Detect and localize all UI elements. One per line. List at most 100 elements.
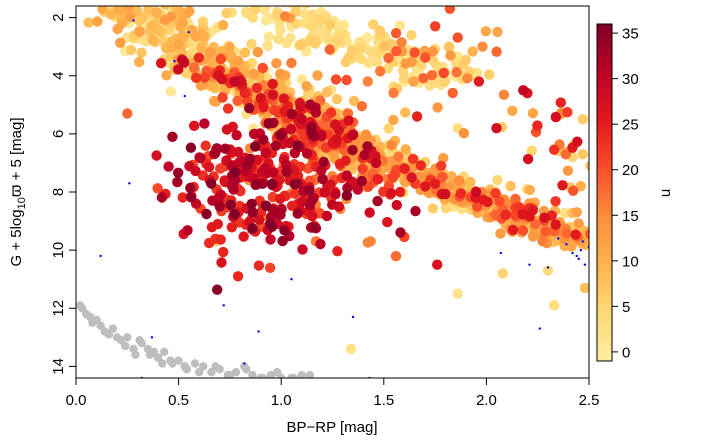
member-star-point bbox=[473, 76, 485, 87]
white-dwarf-point bbox=[112, 333, 122, 342]
member-star-point bbox=[255, 93, 266, 104]
member-star-point bbox=[432, 259, 443, 270]
member-star-point bbox=[352, 184, 363, 195]
member-star-point bbox=[296, 114, 308, 125]
white-dwarf-point bbox=[143, 344, 153, 354]
member-star-point bbox=[395, 186, 406, 198]
field-star-point bbox=[243, 362, 246, 365]
member-star-point bbox=[163, 161, 174, 172]
member-star-point bbox=[134, 56, 145, 68]
member-star-point bbox=[491, 46, 502, 57]
colorbar-ticks: 0 5 10 15 20 25 30 35 bbox=[612, 26, 639, 361]
member-star-point bbox=[260, 200, 272, 211]
member-star-point bbox=[151, 7, 162, 18]
member-star-point bbox=[295, 39, 307, 51]
white-dwarf-point bbox=[297, 370, 306, 378]
member-star-point bbox=[370, 157, 382, 169]
field-star-point bbox=[499, 251, 502, 255]
white-dwarf-sequence bbox=[76, 301, 315, 378]
member-star-point bbox=[390, 28, 402, 39]
member-star-point bbox=[271, 58, 282, 69]
member-star-point bbox=[387, 172, 398, 183]
member-star-point bbox=[390, 251, 402, 262]
member-star-point bbox=[225, 199, 236, 211]
member-star-point bbox=[296, 196, 307, 208]
x-tick-label: 2.5 bbox=[579, 392, 600, 409]
member-star-point bbox=[275, 68, 286, 79]
member-star-point bbox=[285, 123, 297, 135]
member-star-point bbox=[251, 82, 263, 94]
member-star-point bbox=[215, 163, 226, 174]
member-star-point bbox=[524, 184, 535, 196]
member-star-point bbox=[222, 103, 234, 114]
member-star-point bbox=[430, 21, 441, 32]
colorbar-tick-label: 25 bbox=[622, 117, 639, 134]
member-star-point bbox=[249, 6, 261, 15]
member-star-point bbox=[341, 190, 353, 201]
member-star-point bbox=[301, 6, 311, 9]
y-axis-title-tail: + 5 [mag] bbox=[8, 118, 25, 185]
member-star-point bbox=[277, 235, 288, 247]
member-star-point bbox=[577, 114, 588, 125]
member-star-point bbox=[332, 35, 343, 46]
member-star-point bbox=[212, 218, 223, 230]
member-star-point bbox=[400, 144, 411, 155]
member-star-point bbox=[462, 73, 473, 84]
colorbar-tick-label: 0 bbox=[622, 344, 630, 361]
member-star-point bbox=[266, 221, 278, 232]
member-star-point bbox=[440, 203, 452, 214]
member-star-point bbox=[238, 231, 249, 242]
member-star-point bbox=[393, 151, 404, 162]
member-star-point bbox=[278, 93, 289, 104]
member-star-point bbox=[484, 69, 495, 80]
member-star-point bbox=[316, 131, 327, 142]
member-star-point bbox=[436, 160, 447, 171]
member-star-point bbox=[427, 203, 439, 214]
member-star-point bbox=[364, 207, 375, 218]
member-star-point bbox=[313, 15, 325, 26]
member-star-point bbox=[173, 64, 184, 75]
member-star-point bbox=[199, 72, 210, 83]
plot-area bbox=[76, 6, 589, 378]
member-star-point bbox=[196, 42, 207, 53]
member-star-point bbox=[184, 161, 195, 172]
member-star-point bbox=[215, 234, 226, 245]
member-star-point bbox=[527, 205, 538, 216]
member-star-point bbox=[172, 176, 183, 188]
white-dwarf-point bbox=[166, 356, 175, 365]
member-star-point bbox=[275, 209, 286, 220]
member-star-point bbox=[510, 193, 521, 205]
member-star-point bbox=[446, 171, 457, 182]
member-star-point bbox=[151, 150, 162, 161]
member-star-point bbox=[452, 288, 463, 299]
member-star-point bbox=[321, 210, 333, 222]
member-star-point bbox=[494, 196, 505, 207]
member-star-point bbox=[250, 141, 261, 152]
white-dwarf-point bbox=[96, 321, 105, 330]
member-star-point bbox=[286, 57, 297, 69]
x-axis: 0.0 0.5 1.0 1.5 2.0 2.5 bbox=[66, 378, 600, 409]
member-star-point bbox=[290, 188, 301, 199]
member-star-point bbox=[263, 31, 275, 42]
member-star-point bbox=[415, 160, 426, 171]
member-star-point bbox=[451, 67, 462, 78]
member-star-point bbox=[492, 26, 503, 38]
member-star-point bbox=[165, 11, 176, 22]
member-star-point bbox=[115, 37, 126, 48]
member-star-point bbox=[258, 102, 269, 113]
member-star-point bbox=[383, 123, 394, 134]
member-star-point bbox=[345, 343, 357, 355]
white-dwarf-point bbox=[135, 336, 144, 345]
white-dwarf-point bbox=[242, 365, 251, 374]
member-star-point bbox=[406, 29, 417, 41]
member-star-point bbox=[365, 46, 377, 57]
member-star-point bbox=[258, 134, 269, 145]
field-star-point bbox=[579, 248, 582, 252]
member-star-point bbox=[205, 47, 216, 59]
member-star-point bbox=[407, 153, 419, 165]
member-star-point bbox=[212, 284, 223, 295]
member-star-point bbox=[267, 178, 278, 189]
member-star-point bbox=[529, 218, 541, 230]
field-star-point bbox=[583, 263, 587, 266]
member-star-point bbox=[181, 67, 192, 79]
